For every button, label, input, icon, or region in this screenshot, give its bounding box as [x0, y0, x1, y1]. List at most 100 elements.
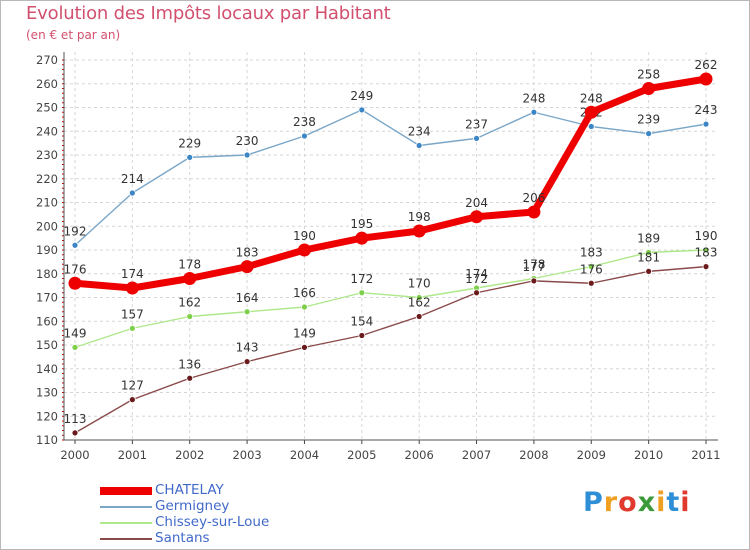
x-tick-label: 2001 — [118, 448, 147, 462]
y-tick-label: 160 — [36, 314, 58, 328]
data-label: 249 — [350, 89, 373, 103]
data-label: 238 — [293, 115, 316, 129]
data-point — [301, 303, 308, 311]
data-label: 149 — [64, 326, 87, 340]
data-point — [645, 248, 653, 256]
data-point — [71, 343, 79, 351]
data-label: 229 — [178, 136, 201, 150]
data-point — [355, 231, 369, 245]
data-point — [527, 205, 541, 219]
data-label: 192 — [64, 224, 87, 238]
data-point — [530, 277, 538, 285]
y-tick-label: 140 — [36, 362, 58, 376]
proxiti-logo: Proxiti — [583, 487, 691, 518]
x-tick-label: 2005 — [347, 448, 376, 462]
y-tick-label: 110 — [36, 433, 58, 447]
legend-label: Germigney — [155, 498, 230, 514]
data-label: 174 — [465, 267, 488, 281]
y-tick-label: 130 — [36, 386, 58, 400]
data-point — [587, 263, 595, 271]
data-label: 237 — [465, 117, 488, 131]
series-germigney: 192214229230238249234237248242239243 — [64, 89, 718, 249]
data-label: 204 — [465, 196, 488, 210]
data-point — [71, 241, 79, 249]
data-point — [297, 243, 311, 257]
data-point — [587, 279, 595, 287]
x-tick-label: 2008 — [519, 448, 548, 462]
data-label: 176 — [580, 262, 603, 276]
data-label: 183 — [236, 246, 259, 260]
x-tick-label: 2000 — [60, 448, 89, 462]
data-point — [473, 289, 480, 297]
data-label: 181 — [637, 250, 660, 264]
x-tick-label: 2003 — [232, 448, 261, 462]
y-tick-label: 260 — [36, 77, 58, 91]
y-tick-label: 240 — [36, 124, 58, 138]
data-point — [473, 134, 480, 142]
data-point — [186, 313, 194, 320]
y-tick-label: 180 — [36, 267, 58, 281]
data-point — [645, 130, 653, 138]
data-label: 262 — [695, 58, 718, 72]
logo-letter: i — [656, 487, 667, 518]
series-chatelay: 176 174 178 183 190 195 198 204 206 248 258 262 — [64, 58, 718, 295]
data-label: 164 — [236, 291, 259, 305]
data-point — [530, 108, 538, 116]
data-label: 178 — [178, 258, 201, 272]
data-point — [699, 72, 713, 86]
series-santans: 113 127 136 143 149 154 162 172 177 176 181 183 — [64, 246, 718, 437]
series-line — [71, 75, 710, 292]
logo-letter: r — [603, 487, 619, 518]
data-point — [642, 82, 656, 95]
data-point — [358, 289, 366, 297]
data-label: 162 — [408, 296, 431, 310]
data-point — [358, 106, 366, 114]
data-label: 170 — [408, 277, 431, 291]
data-point — [702, 263, 710, 271]
data-label: 143 — [236, 341, 259, 355]
data-point — [243, 151, 251, 159]
legend-swatch — [100, 506, 152, 508]
data-label: 176 — [64, 262, 87, 276]
data-label: 162 — [178, 296, 201, 310]
plot-area — [64, 52, 718, 440]
data-point — [186, 153, 194, 161]
data-label: 178 — [522, 258, 545, 272]
data-label: 243 — [695, 103, 718, 117]
data-label: 234 — [408, 125, 431, 139]
data-point — [702, 120, 710, 128]
y-tick-label: 250 — [36, 101, 58, 115]
x-tick-label: 2007 — [462, 448, 491, 462]
data-label: 174 — [121, 267, 144, 281]
data-label: 189 — [637, 231, 660, 245]
data-label: 183 — [695, 246, 718, 260]
data-label: 154 — [350, 315, 373, 329]
data-point — [68, 276, 82, 290]
data-label: 230 — [236, 134, 259, 148]
series-line — [74, 109, 707, 246]
data-point — [128, 396, 136, 404]
y-tick-label: 230 — [36, 148, 58, 162]
x-tick-label: 2010 — [634, 448, 663, 462]
x-tick-label: 2009 — [577, 448, 606, 462]
data-label: 177 — [522, 260, 545, 274]
chart-subtitle: (en € et par an) — [26, 28, 121, 42]
logo-letter: P — [583, 487, 604, 518]
data-label: 149 — [293, 326, 316, 340]
data-point — [128, 189, 136, 197]
y-tick-label: 120 — [36, 409, 58, 423]
legend-label: CHATELAY — [155, 482, 224, 498]
data-point — [412, 224, 426, 238]
data-point — [128, 324, 136, 332]
data-label: 206 — [522, 191, 545, 205]
data-point — [702, 246, 710, 254]
data-label: 127 — [121, 379, 144, 393]
data-label: 157 — [121, 307, 144, 321]
data-label: 190 — [293, 229, 316, 243]
data-point — [645, 267, 653, 275]
data-label: 166 — [293, 286, 316, 300]
y-tick-label: 270 — [36, 53, 58, 67]
data-point — [243, 308, 251, 316]
data-label: 248 — [580, 91, 603, 105]
